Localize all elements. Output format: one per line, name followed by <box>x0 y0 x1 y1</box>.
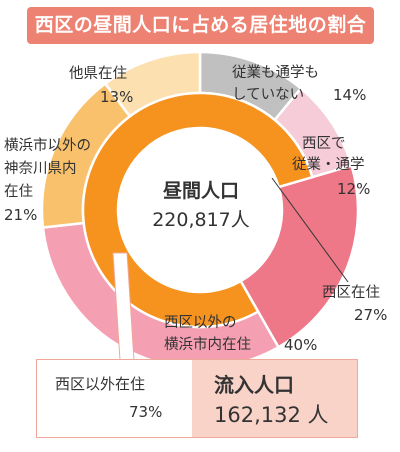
inflow-title: 流入人口 <box>214 373 294 397</box>
inflow-label: 西区以外在住 <box>55 375 146 393</box>
inflow-pct: 73% <box>129 403 163 421</box>
inflow-right-panel: 流入人口 162,132 人 <box>192 360 357 437</box>
label-no-work-line1: 従業も通学も <box>232 65 319 81</box>
label-kana-line2: 神奈川県内 <box>4 161 77 177</box>
label-yoko-pct: 40% <box>284 336 318 354</box>
label-nishi-work-line2: 従業・通学 <box>292 157 365 173</box>
slice-nishi-resident <box>239 164 360 349</box>
label-other-line1: 他県在住 <box>69 66 127 82</box>
label-yoko-line1: 西区以外の <box>164 315 237 331</box>
inflow-left-panel: 西区以外在住 73% <box>37 360 192 437</box>
inflow-value: 162,132 人 <box>214 403 329 427</box>
label-nishi-res-line1: 西区在住 <box>322 285 380 301</box>
label-no-work-line2: していない <box>232 87 305 103</box>
slice-non-nishi-resident <box>81 91 314 329</box>
label-kana-pct: 21% <box>4 206 38 224</box>
label-kana-line3: 在住 <box>4 184 33 200</box>
label-nishi-res-pct: 27% <box>354 306 388 324</box>
label-nishi-work-pct: 12% <box>337 180 371 198</box>
chart-title: 西区の昼間人口に占める居住地の割合 <box>27 7 374 44</box>
center-title: 昼間人口 <box>162 180 239 202</box>
inflow-box: 西区以外在住 73% 流入人口 162,132 人 <box>36 359 358 438</box>
label-kana-line1: 横浜市以外の <box>4 138 91 154</box>
label-yoko-line2: 横浜市内在住 <box>164 337 251 353</box>
label-no-work-pct: 14% <box>333 86 367 104</box>
leader-line-nishi-resident <box>271 177 349 283</box>
label-nishi-work-line1: 西区で <box>302 136 346 152</box>
label-other-pct: 13% <box>100 88 134 106</box>
center-value: 220,817人 <box>152 209 250 231</box>
